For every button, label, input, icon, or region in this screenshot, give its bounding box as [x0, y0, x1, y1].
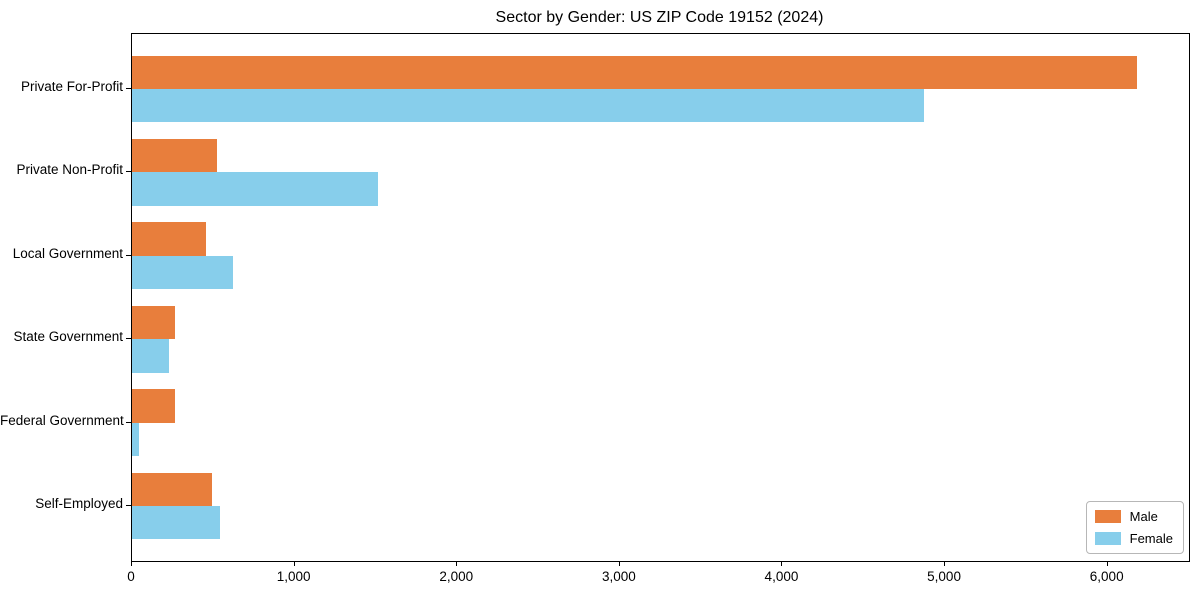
y-axis-label-federal-government: Federal Government [0, 412, 124, 428]
x-tick-mark [618, 561, 620, 566]
bar-female-self-employed [132, 505, 221, 540]
y-axis-label-state-government: State Government [13, 329, 123, 345]
x-tick-mark [1106, 561, 1108, 566]
bar-male-self-employed [132, 472, 213, 506]
bar-male-private-non-profit [132, 139, 218, 173]
bar-female-federal-government [132, 422, 140, 456]
y-axis-label-private-non-profit: Private Non-Profit [16, 162, 123, 178]
plot-area: Male Female [131, 33, 1190, 562]
x-tick-label-4-000: 4,000 [764, 569, 799, 584]
y-tick-mark [126, 171, 131, 173]
x-tick-label-6-000: 6,000 [1089, 569, 1124, 584]
x-tick-label-3-000: 3,000 [601, 569, 636, 584]
x-tick-label-1-000: 1,000 [276, 569, 311, 584]
y-axis-label-private-for-profit: Private For-Profit [20, 79, 123, 95]
x-tick-mark [293, 561, 295, 566]
y-axis-label-local-government: Local Government [12, 245, 123, 261]
y-tick-mark [126, 504, 131, 506]
bar-male-local-government [132, 222, 207, 256]
legend-swatch-female [1094, 532, 1121, 545]
y-tick-mark [126, 254, 131, 256]
bar-male-state-government [132, 305, 175, 340]
legend-label-male: Male [1129, 509, 1158, 524]
x-tick-label-5-000: 5,000 [927, 569, 961, 584]
bar-female-private-for-profit [132, 89, 925, 123]
x-tick-mark [456, 561, 458, 566]
y-axis-labels: Private For-Profit Private Non-Profit Loca… [0, 33, 124, 560]
x-tick-mark [944, 561, 946, 566]
y-tick-mark [126, 338, 131, 340]
legend-swatch-male [1094, 510, 1121, 523]
chart-title: Sector by Gender: US ZIP Code 19152 (202… [495, 9, 824, 26]
bar-female-private-non-profit [132, 172, 378, 206]
legend-item-female: Female [1094, 531, 1173, 546]
legend-item-male: Male [1094, 509, 1173, 524]
legend: Male Female [1085, 501, 1184, 554]
y-tick-mark [126, 421, 131, 423]
x-tick-label-0: 0 [127, 569, 135, 584]
x-tick-mark [781, 561, 783, 566]
x-tick-label-2-000: 2,000 [439, 569, 474, 584]
bar-male-private-for-profit [132, 55, 1138, 90]
bar-male-federal-government [132, 389, 176, 423]
legend-label-female: Female [1129, 531, 1173, 546]
bar-female-state-government [132, 339, 170, 373]
x-tick-mark [131, 561, 132, 566]
bar-female-local-government [132, 255, 234, 290]
y-tick-mark [126, 88, 131, 90]
y-axis-label-self-employed: Self-Employed [35, 495, 123, 511]
